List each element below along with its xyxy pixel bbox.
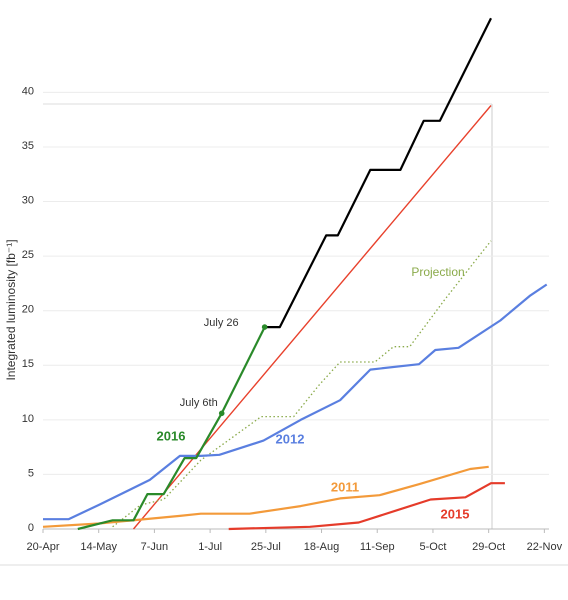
series-line [228,482,505,531]
series-label: 2011 [331,479,359,494]
series-line [77,326,266,531]
y-tick-label: 5 [28,467,34,479]
series-line [42,465,489,528]
series-label: 2016 [157,428,186,443]
x-tick-label: 25-Jul [251,541,281,553]
y-tick-label: 35 [22,140,34,152]
y-tick-label: 20 [22,304,34,316]
y-tick-label: 25 [22,249,34,261]
y-tick-label: 30 [22,194,34,206]
x-tick-label: 11-Sep [360,541,395,553]
y-tick-label: 10 [22,413,34,425]
series-line [112,240,492,528]
series-line [264,17,492,329]
series-label: 2012 [276,431,305,446]
x-tick-label: 14-May [80,541,117,553]
y-tick-label: 15 [22,358,34,370]
x-tick-label: 18-Aug [304,541,339,553]
x-tick-label: 7-Jun [141,541,169,553]
y-tick-label: 0 [28,522,34,534]
annotation: July 26 [204,317,239,329]
x-tick-label: 20-Apr [26,541,59,553]
x-tick-label: 29-Oct [472,541,505,553]
series-label: 2015 [441,506,470,521]
annotated-point [218,410,225,417]
series-label: Projection [411,265,464,279]
annotation: July 6th [180,397,218,409]
x-tick-label: 1-Jul [198,541,222,553]
x-tick-label: 5-Oct [419,541,446,553]
x-tick-label: 22-Nov [527,541,563,553]
y-tick-label: 40 [22,85,34,97]
series-line [43,283,548,521]
series-line [132,105,492,530]
annotated-point [261,324,268,330]
y-axis-label: Integrated luminosity [fb⁻¹] [4,239,18,380]
